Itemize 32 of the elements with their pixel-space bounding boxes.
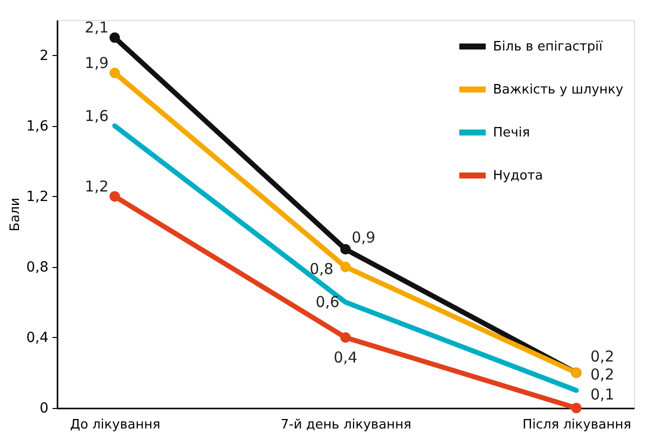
y-tick-label: 1,6 — [26, 118, 49, 134]
x-tick-label: Після лікування — [522, 418, 632, 432]
y-tick-label: 0,8 — [26, 259, 48, 276]
data-label: 0,9 — [352, 228, 376, 246]
legend-label: Біль в епігастрії — [493, 40, 603, 54]
data-label: 0,6 — [316, 293, 340, 312]
x-tick-label: 7-й день лікування — [280, 418, 412, 432]
data-label: 0,2 — [590, 348, 614, 366]
y-tick-label: 0,4 — [26, 330, 49, 346]
point — [340, 332, 351, 343]
data-label: 0,2 — [590, 366, 614, 384]
legend-label: Важкість у шлунку — [493, 82, 624, 98]
point — [571, 402, 582, 414]
y-tick-label: 1,2 — [26, 188, 48, 205]
x-tick-label: До лікування — [70, 418, 160, 432]
data-label: 1,9 — [84, 54, 109, 72]
data-label: 0,8 — [310, 260, 334, 278]
point — [109, 68, 120, 78]
data-label: 0,1 — [590, 385, 614, 404]
y-axis-title: Бали — [8, 198, 24, 232]
point — [340, 244, 351, 255]
point — [109, 191, 120, 202]
legend-label: Печія — [493, 126, 530, 140]
y-tick-label: 2 — [40, 48, 48, 64]
data-label: 1,2 — [84, 177, 109, 196]
data-label: 2,1 — [84, 18, 109, 37]
data-label: 1,6 — [84, 106, 109, 125]
point — [109, 32, 120, 43]
y-tick-label: 0 — [40, 400, 48, 416]
data-label: 0,4 — [334, 348, 358, 366]
point — [340, 262, 351, 272]
legend-label: Нудота — [493, 168, 543, 184]
